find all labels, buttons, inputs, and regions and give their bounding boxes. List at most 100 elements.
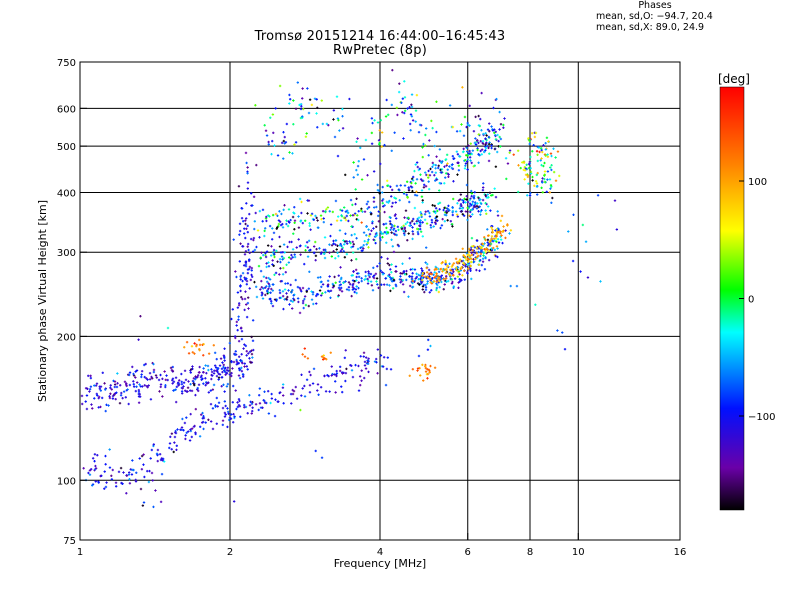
- scatter-point: [390, 226, 393, 229]
- scatter-point: [132, 372, 135, 376]
- scatter-point: [319, 214, 323, 217]
- scatter-point: [127, 402, 130, 406]
- scatter-point: [355, 197, 358, 200]
- scatter-point: [359, 383, 362, 387]
- scatter-point: [195, 344, 198, 348]
- scatter-point: [379, 230, 382, 234]
- scatter-point: [488, 249, 491, 253]
- scatter-point: [278, 210, 281, 213]
- scatter-point: [418, 274, 422, 277]
- scatter-point: [362, 243, 365, 247]
- scatter-point: [185, 431, 188, 435]
- scatter-point: [435, 286, 439, 290]
- scatter-point: [389, 368, 393, 371]
- scatter-point: [246, 245, 249, 248]
- scatter-point: [349, 241, 352, 245]
- scatter-point: [479, 258, 482, 262]
- scatter-point: [341, 390, 344, 394]
- scatter-point: [339, 266, 342, 269]
- scatter-point: [288, 98, 292, 101]
- scatter-point: [417, 273, 420, 277]
- scatter-point: [409, 113, 413, 116]
- scatter-point: [258, 209, 262, 213]
- scatter-point: [286, 224, 290, 228]
- scatter-point: [191, 351, 194, 354]
- scatter-point: [424, 127, 428, 130]
- scatter-point: [174, 376, 178, 379]
- scatter-point: [320, 280, 323, 284]
- scatter-point: [355, 237, 358, 240]
- scatter-point: [292, 99, 295, 102]
- scatter-point: [159, 385, 162, 389]
- scatter-point: [329, 223, 333, 226]
- scatter-point: [278, 291, 282, 295]
- scatter-point: [441, 261, 444, 264]
- scatter-point: [470, 204, 473, 207]
- scatter-point: [408, 257, 411, 260]
- scatter-point: [407, 216, 410, 220]
- scatter-point: [363, 376, 366, 380]
- scatter-point: [185, 340, 189, 344]
- scatter-point: [373, 274, 376, 277]
- scatter-point: [483, 242, 486, 245]
- scatter-point: [265, 265, 268, 269]
- scatter-point: [487, 142, 491, 146]
- scatter-point: [125, 474, 129, 477]
- scatter-point: [271, 227, 274, 230]
- scatter-point: [288, 303, 291, 306]
- scatter-point: [446, 168, 449, 171]
- x-axis-label: Frequency [MHz]: [334, 557, 426, 570]
- scatter-point: [87, 374, 90, 378]
- scatter-point: [244, 290, 247, 293]
- scatter-point: [340, 385, 343, 388]
- scatter-point: [450, 265, 454, 268]
- scatter-point: [477, 124, 481, 127]
- scatter-point: [340, 286, 343, 290]
- scatter-point: [244, 222, 247, 226]
- scatter-point: [419, 222, 422, 226]
- scatter-point: [458, 155, 461, 158]
- scatter-point: [544, 148, 548, 151]
- scatter-point: [192, 380, 195, 383]
- scatter-point: [491, 246, 495, 250]
- scatter-point: [428, 273, 431, 276]
- scatter-point: [444, 172, 448, 175]
- scatter-point: [308, 270, 311, 273]
- scatter-point: [351, 375, 355, 379]
- scatter-point: [212, 383, 216, 387]
- scatter-point: [480, 209, 483, 212]
- scatter-point: [390, 271, 393, 274]
- scatter-point: [226, 407, 229, 410]
- scatter-point: [244, 250, 248, 253]
- scatter-point: [543, 170, 547, 173]
- scatter-point: [232, 500, 236, 503]
- scatter-point: [281, 226, 285, 229]
- scatter-point: [501, 230, 504, 233]
- scatter-point: [372, 200, 376, 203]
- scatter-point: [461, 86, 464, 89]
- scatter-point: [306, 246, 310, 249]
- scatter-point: [243, 406, 246, 409]
- scatter-point: [85, 394, 89, 397]
- scatter-point: [469, 210, 472, 214]
- scatter-point: [421, 201, 424, 204]
- scatter-point: [462, 261, 465, 265]
- scatter-point: [252, 348, 255, 352]
- scatter-point: [351, 203, 354, 207]
- scatter-point: [431, 126, 434, 130]
- scatter-point: [383, 231, 387, 234]
- scatter-point: [363, 278, 366, 281]
- scatter-point: [278, 273, 281, 276]
- scatter-point: [429, 223, 432, 227]
- scatter-point: [456, 275, 460, 278]
- scatter-point: [300, 102, 303, 106]
- scatter-point: [365, 356, 368, 359]
- scatter-point: [253, 227, 256, 231]
- scatter-point: [337, 118, 340, 122]
- scatter-point: [368, 232, 372, 236]
- scatter-point: [280, 141, 284, 145]
- scatter-point: [455, 268, 458, 272]
- scatter-point: [362, 355, 365, 358]
- scatter-point: [486, 228, 489, 231]
- scatter-point: [234, 389, 237, 392]
